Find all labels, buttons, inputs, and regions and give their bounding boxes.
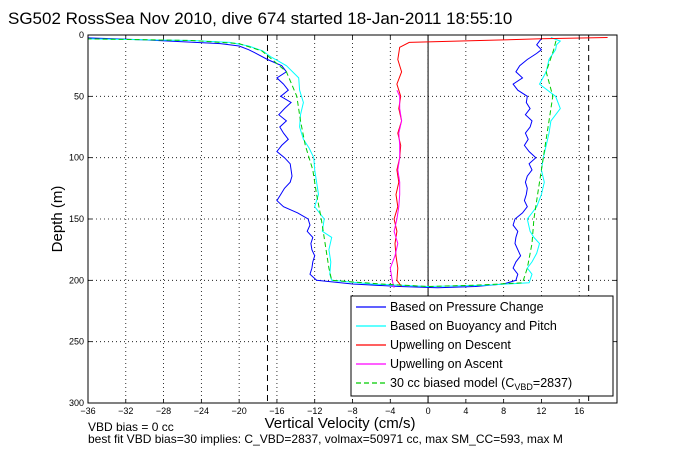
x-tick-label: −28: [156, 406, 171, 416]
legend-label: 30 cc biased model (CVBD=2837): [390, 376, 572, 392]
y-tick-label: 0: [79, 30, 84, 40]
legend-label: Upwelling on Ascent: [390, 357, 503, 371]
x-tick-label: −8: [347, 406, 357, 416]
y-tick-label: 250: [69, 337, 84, 347]
x-tick-label: −4: [385, 406, 395, 416]
legend-label: Based on Buoyancy and Pitch: [390, 319, 557, 333]
y-axis-ticks: 0 50 100 150 200 250 300: [69, 30, 617, 408]
y-tick-label: 150: [69, 214, 84, 224]
legend: Based on Pressure Change Based on Buoyanc…: [350, 295, 614, 397]
x-tick-label: −32: [118, 406, 133, 416]
legend-label: Upwelling on Descent: [390, 338, 511, 352]
chart-title: SG502 RossSea Nov 2010, dive 674 started…: [8, 9, 512, 28]
x-tick-label: −36: [80, 406, 95, 416]
series-line: [88, 37, 543, 289]
y-tick-label: 100: [69, 153, 84, 163]
x-axis-ticks: −36 −32 −28 −24 −20 −16 −12 −8 −4 0 4 8 12 16: [80, 35, 584, 416]
x-tick-label: −16: [269, 406, 284, 416]
y-tick-label: 50: [74, 91, 84, 101]
x-tick-label: 16: [574, 406, 584, 416]
x-tick-label: −24: [194, 406, 209, 416]
vbd-bias-note: VBD bias = 0 cc: [88, 420, 174, 434]
legend-box: [350, 295, 614, 397]
x-tick-label: −20: [232, 406, 247, 416]
x-tick-label: 12: [536, 406, 546, 416]
grid: [88, 35, 617, 403]
x-tick-label: 4: [463, 406, 468, 416]
series-line: [389, 89, 403, 288]
y-tick-label: 300: [69, 398, 84, 408]
x-tick-label: 8: [501, 406, 506, 416]
x-axis-label: Vertical Velocity (cm/s): [265, 415, 416, 432]
y-tick-label: 200: [69, 275, 84, 285]
x-tick-label: −12: [307, 406, 322, 416]
y-axis-label: Depth (m): [49, 186, 66, 253]
best-fit-note: best fit VBD bias=30 implies: C_VBD=2837…: [88, 432, 563, 446]
legend-label: Based on Pressure Change: [390, 300, 544, 314]
x-tick-label: 0: [426, 406, 431, 416]
series-group: [88, 37, 608, 289]
